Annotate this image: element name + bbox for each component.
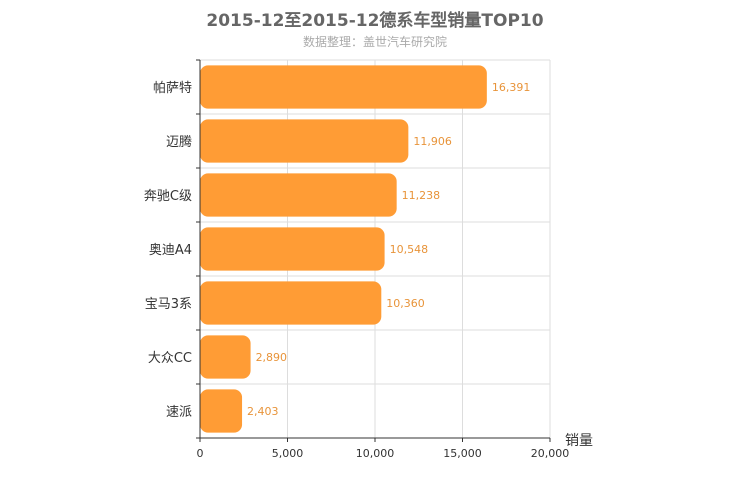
bar-5 xyxy=(200,335,251,379)
data-label: 16,391 xyxy=(492,81,531,94)
data-label: 2,403 xyxy=(247,405,278,418)
category-label: 大众CC xyxy=(148,351,192,366)
category-label: 速派 xyxy=(166,405,192,420)
data-label: 10,360 xyxy=(386,297,425,310)
chart-title: 2015-12至2015-12德系车型销量TOP10 xyxy=(206,11,544,31)
bar-6 xyxy=(200,389,243,433)
data-label: 11,238 xyxy=(402,189,441,202)
bar-2 xyxy=(200,173,397,217)
x-tick-label: 15,000 xyxy=(443,447,482,460)
x-tick-label: 20,000 xyxy=(531,447,570,460)
bar-3 xyxy=(200,227,385,271)
x-axis-title: 销量 xyxy=(565,433,593,449)
category-label: 帕萨特 xyxy=(153,81,192,96)
chart-subtitle: 数据整理：盖世汽车研究院 xyxy=(302,35,447,49)
category-label: 奔驰C级 xyxy=(144,189,192,204)
bar-1 xyxy=(200,119,409,163)
data-label: 11,906 xyxy=(413,135,452,148)
data-label: 2,890 xyxy=(256,351,288,364)
data-label: 10,548 xyxy=(390,243,429,256)
category-label: 宝马3系 xyxy=(145,297,192,312)
category-label: 奥迪A4 xyxy=(149,243,192,258)
category-label: 迈腾 xyxy=(166,134,192,150)
bar-4 xyxy=(200,281,382,325)
x-tick-label: 0 xyxy=(197,447,204,460)
x-tick-label: 5,000 xyxy=(272,447,304,460)
bar-0 xyxy=(200,65,487,109)
x-tick-label: 10,000 xyxy=(356,447,395,460)
